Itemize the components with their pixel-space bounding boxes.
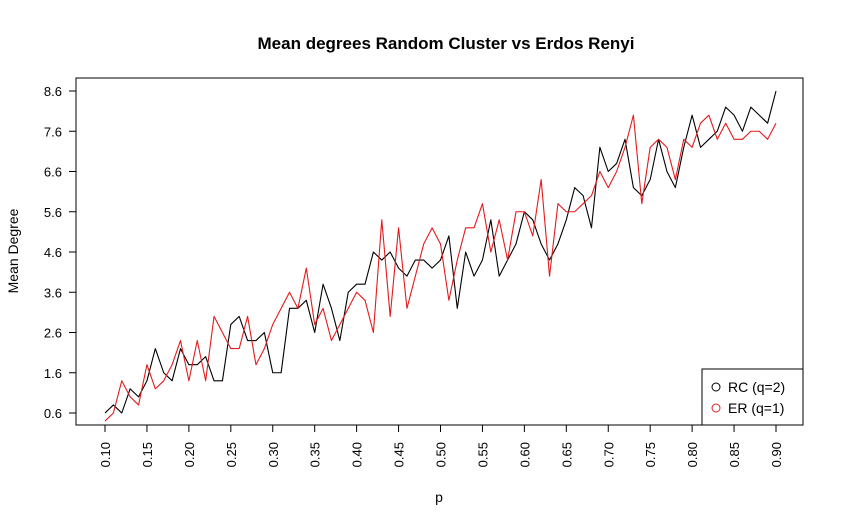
y-tick-label: 8.6 (44, 84, 62, 99)
y-tick-label: 4.6 (44, 245, 62, 260)
y-tick-label: 6.6 (44, 165, 62, 180)
series-line-rc (104, 90, 777, 414)
series-line-er (104, 114, 777, 422)
x-axis-label: p (435, 489, 443, 505)
y-axis: 0.6 1.6 2.6 3.6 4.6 5.6 6.6 7.6 8.6 (44, 84, 77, 421)
x-tick-label: 0.35 (308, 442, 323, 467)
x-tick-label: 0.40 (350, 442, 365, 467)
x-tick-label: 0.50 (434, 442, 449, 467)
plot-frame (75, 77, 804, 426)
legend-marker-er (711, 403, 721, 413)
x-tick-label: 0.70 (601, 442, 616, 467)
x-tick-label: 0.25 (224, 442, 239, 467)
x-tick-label: 0.75 (643, 442, 658, 467)
x-tick-label: 0.10 (98, 442, 113, 467)
legend-label-rc: RC (q=2) (728, 379, 785, 395)
legend-box (701, 368, 804, 426)
series-layer (104, 90, 777, 422)
x-tick-label: 0.80 (685, 442, 700, 467)
y-tick-label: 2.6 (44, 326, 62, 341)
x-tick-label: 0.60 (517, 442, 532, 467)
x-tick-label: 0.85 (727, 442, 742, 467)
chart-title: Mean degrees Random Cluster vs Erdos Ren… (258, 34, 635, 53)
x-tick-label: 0.55 (475, 442, 490, 467)
legend-marker-rc (711, 382, 721, 392)
x-tick-label: 0.15 (140, 442, 155, 467)
x-tick-label: 0.45 (392, 442, 407, 467)
y-tick-label: 3.6 (44, 285, 62, 300)
x-tick-label: 0.65 (559, 442, 574, 467)
y-tick-label: 5.6 (44, 205, 62, 220)
y-tick-label: 1.6 (44, 366, 62, 381)
x-tick-label: 0.20 (182, 442, 197, 467)
y-axis-label: Mean Degree (5, 208, 21, 293)
x-tick-label: 0.90 (769, 442, 784, 467)
x-axis: 0.10 0.15 0.20 0.25 0.30 0.35 0.40 0.45 0.50 0.55… (98, 424, 784, 467)
legend-label-er: ER (q=1) (728, 400, 784, 416)
y-tick-label: 0.6 (44, 406, 62, 421)
x-tick-label: 0.30 (266, 442, 281, 467)
y-tick-label: 7.6 (44, 124, 62, 139)
legend: RC (q=2) ER (q=1) (701, 368, 804, 426)
